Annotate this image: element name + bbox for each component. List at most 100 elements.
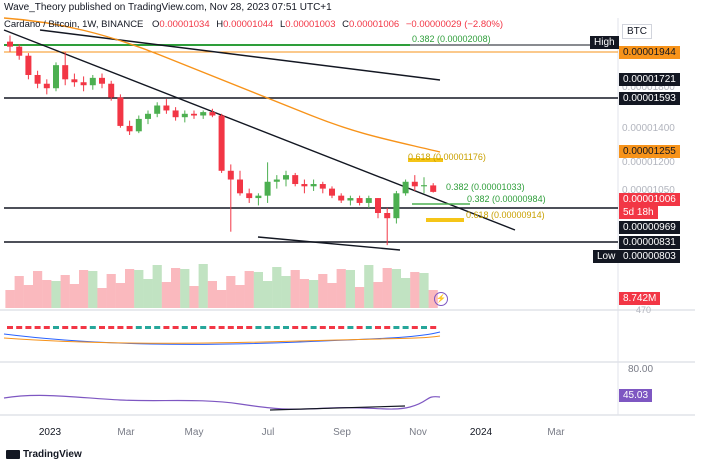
trendline-lower bbox=[257, 236, 401, 251]
macd-histogram-bar bbox=[430, 326, 437, 329]
macd-histogram-bar bbox=[273, 326, 280, 329]
current-price-tag: 0.00001006 bbox=[619, 193, 680, 206]
macd-histogram-bar bbox=[264, 326, 271, 329]
countdown-tag: 5d 18h bbox=[619, 206, 658, 219]
candle-body bbox=[338, 195, 345, 201]
volume-bar bbox=[336, 269, 346, 308]
volume-bar bbox=[23, 285, 33, 308]
candle-body bbox=[53, 65, 59, 89]
candle-body bbox=[154, 105, 161, 114]
ohlc-change: −0.00000029 (−2.80%) bbox=[405, 19, 504, 30]
volume-bar bbox=[198, 264, 208, 308]
volume-bar bbox=[5, 290, 15, 308]
macd-histogram-bar bbox=[7, 326, 13, 329]
symbol-name[interactable]: Cardano / Bitcoin, 1W, BINANCE bbox=[4, 19, 144, 30]
macd-histogram-bar bbox=[108, 326, 115, 329]
rsi-line bbox=[3, 394, 441, 410]
macd-histogram-bar bbox=[62, 326, 69, 329]
chart-action-icon[interactable]: ⚡ bbox=[434, 292, 448, 306]
time-axis: 2023 Mar May Jul Sep Nov 2024 Mar bbox=[39, 427, 565, 438]
macd-histogram-bar bbox=[16, 326, 23, 329]
volume-bar bbox=[382, 268, 392, 308]
price-tag-969: 0.00000969 bbox=[619, 221, 680, 234]
candle-body bbox=[89, 77, 96, 86]
volume-bar bbox=[299, 279, 309, 308]
macd-histogram-bar bbox=[246, 326, 253, 329]
candle-body bbox=[384, 212, 391, 219]
price-tag-low: 0.00000803 bbox=[619, 250, 680, 263]
macd-histogram-bar bbox=[154, 326, 161, 329]
candle-body bbox=[264, 181, 271, 196]
candle-body bbox=[62, 65, 69, 80]
candle-body bbox=[145, 113, 151, 119]
macd-histogram-bar bbox=[99, 326, 105, 329]
macd-histogram-bar bbox=[356, 326, 363, 329]
volume-bar bbox=[226, 276, 236, 308]
candle-body bbox=[181, 113, 188, 118]
macd-histogram-bar bbox=[163, 326, 170, 329]
time-axis-label: Mar bbox=[547, 427, 565, 438]
volume-bar bbox=[14, 276, 24, 308]
macd-pane bbox=[7, 326, 437, 329]
candle-body bbox=[191, 113, 197, 116]
macd-histogram-bar bbox=[200, 326, 207, 329]
price-tag-1593: 0.00001593 bbox=[619, 92, 680, 105]
ohlc-low-label: L bbox=[279, 19, 286, 30]
time-axis-label: Sep bbox=[333, 427, 351, 438]
volume-bar bbox=[189, 286, 199, 308]
candle-body bbox=[209, 112, 216, 116]
candle-body bbox=[255, 195, 262, 199]
volume-bar bbox=[327, 283, 337, 308]
volume-bar bbox=[88, 271, 98, 308]
time-axis-label: Mar bbox=[117, 427, 135, 438]
moving-average-line bbox=[3, 17, 441, 153]
volume-bar bbox=[51, 281, 61, 308]
trendline-long bbox=[39, 29, 441, 81]
candle-body bbox=[246, 193, 253, 199]
volume-bar bbox=[373, 282, 383, 308]
candle-body bbox=[329, 188, 335, 196]
fib-band-1176 bbox=[408, 158, 443, 162]
candle-body bbox=[117, 97, 124, 126]
volume-bar bbox=[33, 271, 43, 308]
volume-bar bbox=[290, 270, 300, 308]
publisher-info: Wave_Theory published on TradingView.com… bbox=[4, 2, 332, 13]
candle-body bbox=[71, 79, 78, 83]
macd-histogram-bar bbox=[191, 326, 197, 329]
macd-signal-line bbox=[3, 335, 441, 344]
candle-body bbox=[347, 198, 354, 201]
candle-body bbox=[411, 181, 418, 187]
trendline-descending bbox=[3, 29, 516, 231]
candles-group bbox=[7, 35, 437, 246]
axis-tick: 0.00001400 bbox=[622, 123, 675, 134]
fib-label-1176: 0.618 (0.00001176) bbox=[408, 152, 486, 162]
fib-label-914: 0.618 (0.00000914) bbox=[466, 210, 545, 220]
macd-histogram-bar bbox=[402, 326, 409, 329]
volume-bar bbox=[42, 280, 52, 308]
macd-histogram-bar bbox=[375, 326, 381, 329]
volume-bar bbox=[161, 282, 171, 308]
macd-histogram-bar bbox=[80, 326, 87, 329]
volume-bar bbox=[391, 269, 401, 308]
macd-histogram-bar bbox=[117, 326, 124, 329]
axis-tick: 80.00 bbox=[628, 364, 653, 375]
fib-label-1033: 0.382 (0.00001033) bbox=[446, 182, 525, 192]
volume-bar bbox=[69, 284, 79, 308]
macd-histogram-bar bbox=[34, 326, 41, 329]
volume-bar bbox=[272, 267, 282, 308]
macd-histogram-bar bbox=[89, 326, 96, 329]
volume-bar bbox=[134, 270, 144, 308]
volume-bar bbox=[364, 265, 374, 308]
volume-bar bbox=[355, 287, 365, 308]
time-axis-label: 2023 bbox=[39, 427, 62, 438]
high-tag-label: High bbox=[590, 36, 619, 49]
tradingview-footer[interactable]: TradingView bbox=[6, 449, 82, 460]
candle-body bbox=[375, 198, 381, 213]
macd-histogram-bar bbox=[292, 326, 299, 329]
rsi-divergence-line bbox=[269, 405, 406, 411]
candle-body bbox=[356, 198, 363, 203]
ohlc-high-label: H bbox=[216, 19, 224, 30]
candle-body bbox=[218, 115, 225, 171]
candle-body bbox=[163, 105, 170, 111]
